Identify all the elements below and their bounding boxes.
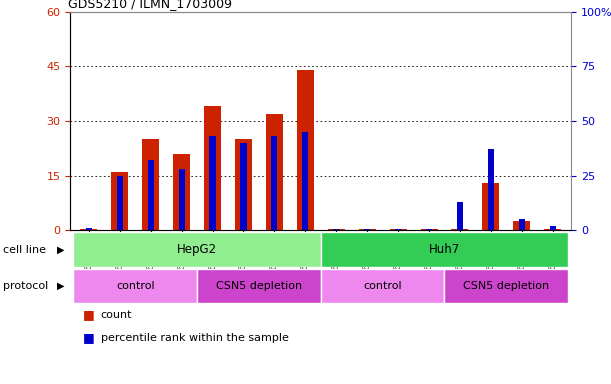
Bar xyxy=(271,136,277,230)
Bar xyxy=(513,221,530,230)
Bar xyxy=(240,143,247,230)
Bar xyxy=(390,229,406,230)
Bar xyxy=(359,229,376,230)
Bar xyxy=(488,149,494,230)
Text: ■: ■ xyxy=(82,308,94,321)
Bar xyxy=(178,169,185,230)
Bar xyxy=(204,106,221,230)
Bar xyxy=(302,132,309,230)
Text: count: count xyxy=(101,310,133,320)
Text: protocol: protocol xyxy=(3,281,48,291)
Bar xyxy=(111,172,128,230)
Text: percentile rank within the sample: percentile rank within the sample xyxy=(101,333,288,343)
Text: cell line: cell line xyxy=(3,245,46,255)
Bar xyxy=(426,229,432,230)
Text: CSN5 depletion: CSN5 depletion xyxy=(216,281,302,291)
Bar xyxy=(333,229,339,230)
Bar xyxy=(519,220,525,230)
Bar xyxy=(197,269,321,303)
Bar xyxy=(444,269,568,303)
Bar xyxy=(321,269,444,303)
Text: control: control xyxy=(364,281,402,291)
Text: HepG2: HepG2 xyxy=(177,243,217,256)
Bar xyxy=(73,269,197,303)
Bar xyxy=(544,228,562,230)
Bar xyxy=(266,114,283,230)
Bar xyxy=(73,232,321,267)
Bar xyxy=(142,139,159,230)
Bar xyxy=(364,229,370,230)
Bar xyxy=(321,232,568,267)
Bar xyxy=(420,229,437,230)
Text: ■: ■ xyxy=(82,331,94,344)
Bar xyxy=(173,154,190,230)
Text: CSN5 depletion: CSN5 depletion xyxy=(463,281,549,291)
Text: ▶: ▶ xyxy=(57,245,64,255)
Bar xyxy=(148,161,154,230)
Bar xyxy=(86,228,92,230)
Text: Huh7: Huh7 xyxy=(429,243,460,256)
Text: control: control xyxy=(116,281,155,291)
Bar xyxy=(457,202,463,230)
Text: GDS5210 / ILMN_1703009: GDS5210 / ILMN_1703009 xyxy=(68,0,232,10)
Bar xyxy=(327,229,345,230)
Bar xyxy=(452,228,469,230)
Bar xyxy=(297,70,314,230)
Bar xyxy=(550,226,556,230)
Bar xyxy=(80,229,97,230)
Text: ▶: ▶ xyxy=(57,281,64,291)
Bar xyxy=(482,183,499,230)
Bar xyxy=(235,139,252,230)
Bar xyxy=(210,136,216,230)
Bar xyxy=(117,176,123,230)
Bar xyxy=(395,229,401,230)
